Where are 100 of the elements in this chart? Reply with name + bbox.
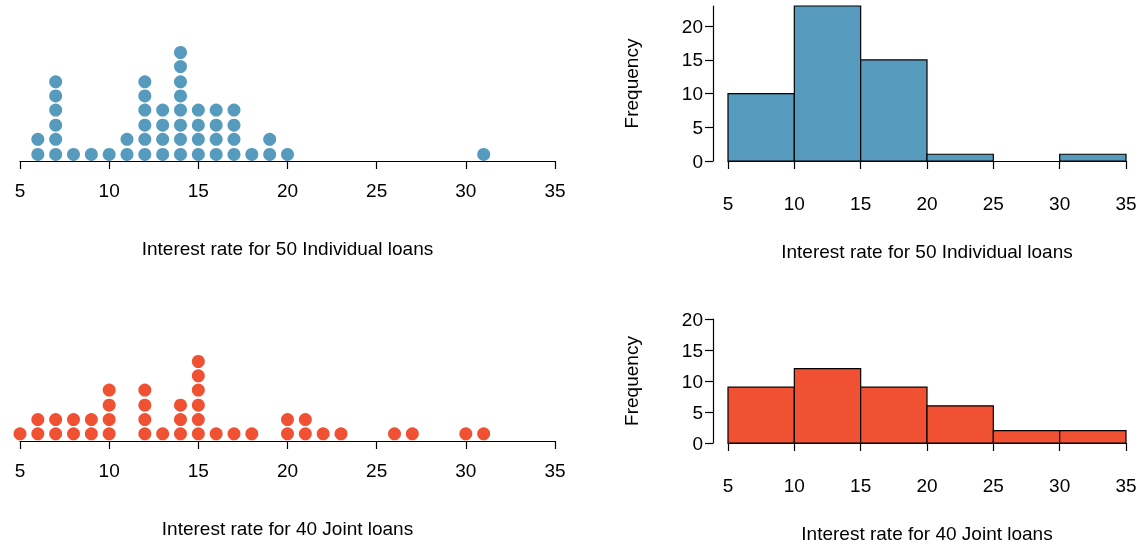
point [31,147,45,161]
point [67,413,80,427]
x-axis-title: Interest rate for 50 Individual loans [781,241,1073,262]
x-tick-label: 20 [916,475,938,496]
point [138,383,152,397]
x-tick-label: 10 [783,475,805,496]
point [138,147,152,161]
x-tick-label: 25 [982,193,1004,214]
x-tick-label: 5 [14,460,26,481]
x-tick-label: 10 [98,460,120,481]
point [13,427,27,441]
x-tick-label: 5 [722,475,734,496]
point [138,398,152,412]
point [156,147,170,161]
point [49,103,63,117]
x-tick-label: 5 [722,193,734,214]
point [227,103,241,117]
x-tick-label: 10 [783,193,805,214]
y-tick-label: 15 [681,339,703,361]
point [138,75,152,89]
point [84,413,98,427]
y-tick-label: 10 [681,370,703,392]
point [31,132,45,146]
point [459,427,473,441]
point [138,427,152,441]
point [102,427,116,441]
x-axis-title: Interest rate for 40 Joint loans [161,518,414,539]
point [191,383,205,397]
point [138,118,152,132]
point [227,118,241,132]
x-tick-label: 5 [14,180,26,201]
point [174,46,187,59]
point [209,103,223,117]
point [174,147,187,161]
y-tick-label: 0 [692,432,703,454]
point [227,427,241,441]
point [209,427,223,441]
point [49,147,63,161]
point [298,427,312,441]
point [120,147,134,161]
point [174,398,187,412]
point [316,427,330,441]
point [49,89,63,103]
point [174,427,187,441]
point [191,103,205,117]
point [191,147,205,161]
x-tick-label: 30 [455,180,477,201]
x-tick-label: 25 [366,180,388,201]
y-tick-label: 20 [681,308,703,330]
point [477,147,491,161]
y-tick-label: 10 [681,83,703,105]
point [138,413,152,427]
x-tick-label: 35 [544,180,566,201]
y-tick-label: 20 [681,15,703,37]
point [281,427,294,441]
point [281,147,294,161]
point [156,427,170,441]
point [67,147,80,161]
point [174,60,187,74]
y-tick-label: 0 [692,150,703,172]
point [138,132,152,146]
point [191,398,205,412]
point [388,427,401,441]
point [31,427,45,441]
y-axis-title: Frequency [621,38,642,129]
x-tick-label: 30 [455,460,477,481]
point [263,147,277,161]
y-tick-label: 15 [681,49,703,71]
x-tick-label: 20 [916,193,938,214]
point [49,427,63,441]
x-tick-label: 10 [98,180,120,201]
point [31,413,45,427]
x-tick-label: 15 [187,460,209,481]
point [156,103,170,117]
point [174,89,187,103]
point [405,427,419,441]
point [49,118,63,132]
x-tick-label: 25 [982,475,1004,496]
point [67,427,80,441]
point [174,75,187,89]
point [102,383,116,397]
x-tick-label: 35 [1115,475,1137,496]
point [174,132,187,146]
x-axis-title: Interest rate for 50 Individual loans [141,238,434,259]
point [120,132,134,146]
point [102,413,116,427]
point [209,147,223,161]
x-tick-label: 20 [276,180,299,201]
x-tick-label: 15 [187,180,209,201]
y-tick-label: 5 [692,116,703,138]
point [209,118,223,132]
point [156,118,170,132]
point [174,413,187,427]
point [191,369,205,383]
point [209,132,223,146]
point [174,103,187,117]
point [156,132,170,146]
x-tick-label: 20 [276,460,299,481]
y-tick-label: 5 [692,401,703,423]
x-tick-label: 15 [850,475,872,496]
